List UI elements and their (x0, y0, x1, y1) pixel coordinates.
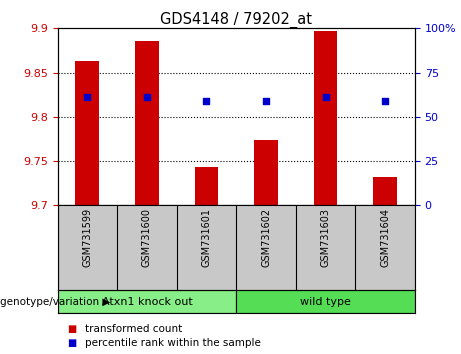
Text: ■: ■ (67, 338, 76, 348)
Point (322, 95, 329, 100)
Text: genotype/variation ▶: genotype/variation ▶ (0, 297, 111, 307)
Bar (76, 61, 99, 205)
Text: GSM731602: GSM731602 (261, 208, 271, 267)
Point (143, 95, 151, 100)
Bar (195, 167, 219, 205)
Text: GSM731603: GSM731603 (320, 208, 331, 267)
Point (262, 98, 270, 104)
Point (381, 98, 389, 104)
Title: GDS4148 / 79202_at: GDS4148 / 79202_at (160, 12, 312, 28)
Bar (254, 140, 278, 205)
Bar (236, 290, 415, 313)
Text: GSM731604: GSM731604 (380, 208, 390, 267)
Text: GSM731600: GSM731600 (142, 208, 152, 267)
Text: transformed count: transformed count (85, 324, 183, 334)
Text: Atxn1 knock out: Atxn1 knock out (101, 297, 192, 307)
Text: GSM731601: GSM731601 (201, 208, 212, 267)
Point (203, 98, 210, 104)
Bar (313, 31, 337, 205)
Bar (373, 177, 397, 205)
Text: wild type: wild type (300, 297, 351, 307)
Point (84, 95, 91, 100)
Bar (135, 41, 159, 205)
Bar (58, 290, 236, 313)
Text: GSM731599: GSM731599 (83, 208, 92, 267)
Text: percentile rank within the sample: percentile rank within the sample (85, 338, 261, 348)
Text: ■: ■ (67, 324, 76, 334)
